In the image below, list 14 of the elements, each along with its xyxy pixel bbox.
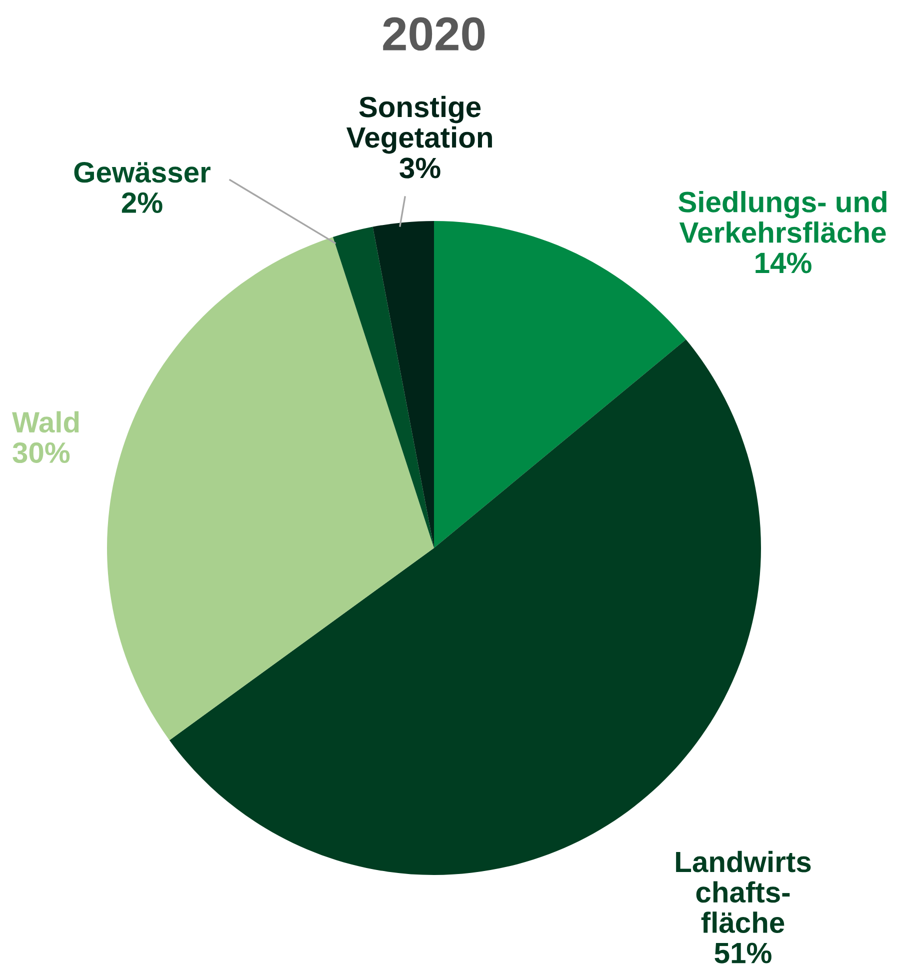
- slice-label: Siedlungs- und Verkehrsfläche: [678, 190, 886, 243]
- chart-title: 2020: [383, 17, 485, 51]
- data-label: 3%: [400, 158, 440, 178]
- pie-slice: [332, 226, 434, 548]
- data-label: 30%: [12, 442, 70, 464]
- slice-label: Wald: [12, 411, 79, 433]
- slice-label: Sonstige Vegetation: [346, 96, 492, 154]
- data-label: 2%: [122, 192, 162, 213]
- slice-label: Gewässer: [74, 162, 210, 183]
- pie-slice: [372, 221, 434, 548]
- slice-label: Landwirts chafts- fläche: [676, 850, 811, 934]
- data-label: 14%: [756, 252, 812, 274]
- data-label: 51%: [714, 942, 772, 964]
- pie-slice: [107, 237, 434, 740]
